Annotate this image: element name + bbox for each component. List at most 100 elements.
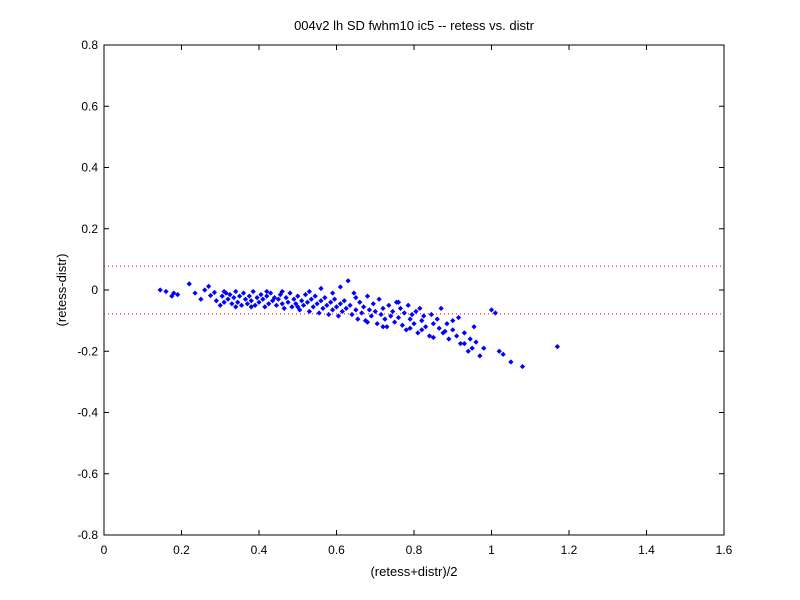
scatter-point <box>337 301 343 307</box>
scatter-point <box>388 313 394 319</box>
scatter-point <box>186 281 192 287</box>
scatter-point <box>401 310 407 316</box>
scatter-point <box>337 284 343 290</box>
scatter-point <box>438 305 444 311</box>
scatter-point <box>254 295 260 301</box>
scatter-point <box>405 302 411 308</box>
scatter-point <box>461 330 467 336</box>
scatter-point <box>436 325 442 331</box>
scatter-point <box>415 330 421 336</box>
scatter-point <box>345 278 351 284</box>
scatter-point <box>318 298 324 304</box>
y-tick-label: 0.8 <box>81 38 98 52</box>
scatter-point <box>171 290 177 296</box>
scatter-point <box>508 359 514 365</box>
scatter-point <box>231 295 237 301</box>
scatter-point <box>349 311 355 318</box>
scatter-point <box>407 325 413 331</box>
scatter-point <box>279 288 285 295</box>
scatter-point <box>467 336 473 342</box>
scatter-point <box>289 304 295 310</box>
scatter-point <box>442 328 448 334</box>
scatter-points <box>157 278 560 370</box>
scatter-point <box>403 327 409 333</box>
scatter-point <box>283 295 289 301</box>
scatter-point <box>227 291 233 298</box>
scatter-point <box>237 293 243 299</box>
x-tick-label: 1.4 <box>638 543 655 557</box>
scatter-point <box>331 296 338 302</box>
scatter-point <box>364 293 371 299</box>
y-tick-label: -0.6 <box>77 467 98 481</box>
scatter-point <box>266 301 272 307</box>
scatter-point <box>421 313 427 319</box>
scatter-point <box>407 316 413 322</box>
axis-ticks <box>103 44 725 536</box>
x-tick-label: 0.2 <box>173 543 190 557</box>
scatter-point <box>481 345 487 351</box>
scatter-point <box>366 307 373 313</box>
scatter-point <box>268 290 274 296</box>
scatter-point <box>244 301 250 307</box>
scatter-point <box>285 299 291 305</box>
scatter-point <box>465 348 471 354</box>
scatter-point <box>446 336 452 342</box>
scatter-point <box>380 324 386 330</box>
scatter-point <box>471 324 477 330</box>
y-tick-label: -0.2 <box>77 344 98 358</box>
x-axis-label: (retess+distr)/2 <box>370 564 457 579</box>
scatter-point <box>300 302 307 308</box>
scatter-point <box>423 324 429 330</box>
scatter-point <box>333 304 340 310</box>
scatter-point <box>434 316 440 322</box>
scatter-point <box>213 298 219 304</box>
scatter-point <box>386 302 392 308</box>
scatter-point <box>250 288 256 295</box>
scatter-point <box>370 301 376 307</box>
scatter-point <box>341 298 347 304</box>
scatter-point <box>225 296 231 302</box>
scatter-point <box>297 307 303 313</box>
scatter-point <box>306 308 312 315</box>
y-tick-label: 0.2 <box>81 222 98 236</box>
scatter-point <box>169 293 175 299</box>
scatter-point <box>519 363 526 370</box>
scatter-point <box>392 319 398 325</box>
scatter-point <box>361 304 367 310</box>
scatter-point <box>419 327 425 333</box>
scatter-point <box>374 321 380 327</box>
scatter-point <box>347 302 353 308</box>
scatter-point <box>364 319 371 325</box>
x-tick-label: 0.8 <box>406 543 423 557</box>
scatter-point <box>357 299 363 305</box>
scatter-point <box>411 321 417 327</box>
scatter-point <box>339 308 345 315</box>
scatter-point <box>477 353 483 359</box>
scatter-point <box>258 291 264 298</box>
scatter-point <box>395 314 402 321</box>
scatter-point <box>330 307 336 313</box>
scatter-point <box>368 313 374 319</box>
scatter-point <box>376 296 382 302</box>
x-tick-label: 0.4 <box>251 543 268 557</box>
scatter-point <box>330 290 336 296</box>
scatter-point <box>320 305 326 311</box>
scatter-point <box>207 292 214 299</box>
reference-lines <box>104 265 724 315</box>
scatter-point <box>322 295 328 301</box>
chart-title: 004v2 lh SD fwhm10 ic5 -- retess vs. dis… <box>294 18 535 33</box>
scatter-point <box>372 308 378 315</box>
x-tick-label: 0 <box>101 543 108 557</box>
scatter-point <box>252 302 258 308</box>
scatter-point <box>281 305 287 311</box>
scatter-point <box>295 304 301 310</box>
scatter-point <box>430 334 436 341</box>
x-tick-label: 1 <box>488 543 495 557</box>
scatter-point <box>324 302 330 308</box>
scatter-point <box>277 291 283 298</box>
scatter-point <box>328 299 334 305</box>
scatter-point <box>242 296 249 302</box>
scatter-point <box>264 293 270 299</box>
y-tick-label: 0.4 <box>81 161 98 175</box>
scatter-point <box>175 291 181 298</box>
